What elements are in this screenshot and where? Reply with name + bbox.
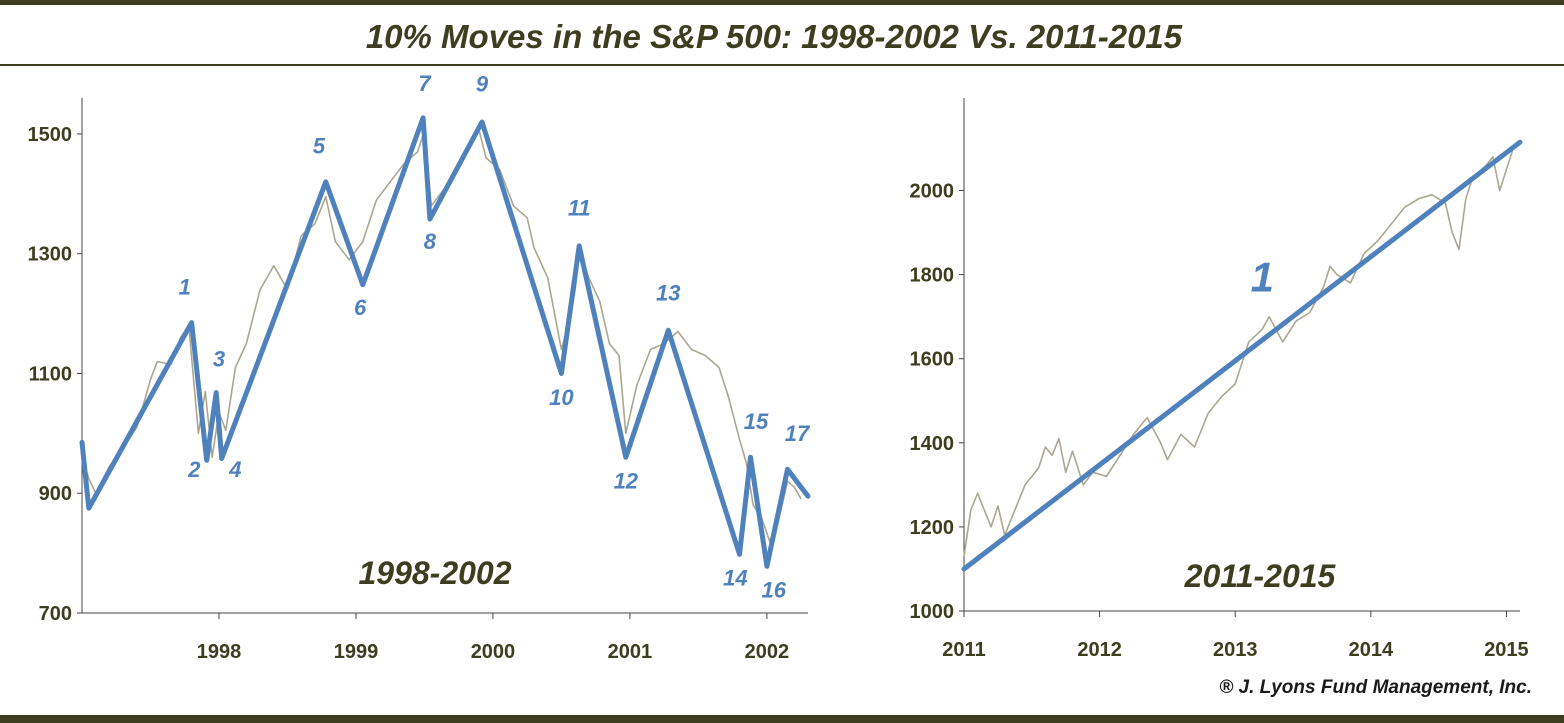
x-tick-label: 1998 [197, 641, 242, 663]
x-tick-label: 2014 [1349, 639, 1394, 661]
wave-label: 6 [354, 295, 367, 320]
top-frame-bar [0, 0, 1564, 5]
bottom-frame-bar [0, 715, 1564, 723]
title-divider [0, 64, 1564, 66]
x-tick-label: 2013 [1213, 639, 1258, 661]
y-tick-label: 1100 [29, 363, 72, 385]
wave-label: 1 [179, 274, 191, 299]
wave-label: 17 [785, 421, 811, 446]
wave-label: 2 [187, 457, 201, 482]
panel-period-label: 1998-2002 [358, 555, 511, 591]
wave-label: 12 [614, 468, 639, 493]
ten-percent-move-line [961, 139, 1523, 572]
y-tick-label: 1200 [910, 517, 955, 539]
chart-title: 10% Moves in the S&P 500: 1998-2002 Vs. … [366, 18, 1183, 55]
y-tick-label: 1000 [910, 601, 955, 623]
y-tick-label: 1600 [910, 349, 955, 371]
wave-label: 9 [476, 71, 489, 96]
wave-label: 5 [313, 134, 326, 159]
y-tick-label: 2000 [910, 181, 955, 203]
y-tick-label: 900 [39, 483, 72, 505]
wave-label: 4 [228, 457, 241, 482]
wave-label: 14 [723, 565, 747, 590]
wave-label: 8 [424, 229, 437, 254]
wave-label: 13 [656, 280, 680, 305]
x-tick-label: 2001 [608, 641, 653, 663]
wave-label: 7 [418, 71, 432, 96]
wave-label: 10 [549, 385, 574, 410]
y-tick-label: 1400 [910, 433, 955, 455]
x-tick-label: 2012 [1077, 639, 1122, 661]
x-tick-label: 2002 [745, 641, 790, 663]
wave-label: 1 [1251, 253, 1274, 300]
x-tick-label: 1999 [334, 641, 379, 663]
index-price-line [963, 143, 1521, 557]
y-tick-label: 700 [39, 603, 72, 625]
y-tick-label: 1800 [910, 265, 955, 287]
wave-label: 16 [762, 577, 787, 602]
y-tick-label: 1500 [28, 124, 73, 146]
ten-percent-move-line [79, 115, 811, 569]
wave-label: 11 [568, 195, 591, 220]
y-tick-label: 1300 [28, 244, 73, 266]
wave-label: 3 [213, 346, 225, 371]
x-tick-label: 2011 [942, 639, 985, 661]
wave-label: 15 [744, 409, 769, 434]
panel-period-label: 2011-2015 [1184, 558, 1337, 594]
credit-text: ® J. Lyons Fund Management, Inc. [1219, 677, 1532, 698]
x-tick-label: 2000 [471, 641, 516, 663]
chart-panel-2011-2015: 1000 1200 1400 1600 1800 2000 2011 2012 2013 2014… [910, 98, 1529, 661]
x-tick-label: 2015 [1484, 639, 1529, 661]
